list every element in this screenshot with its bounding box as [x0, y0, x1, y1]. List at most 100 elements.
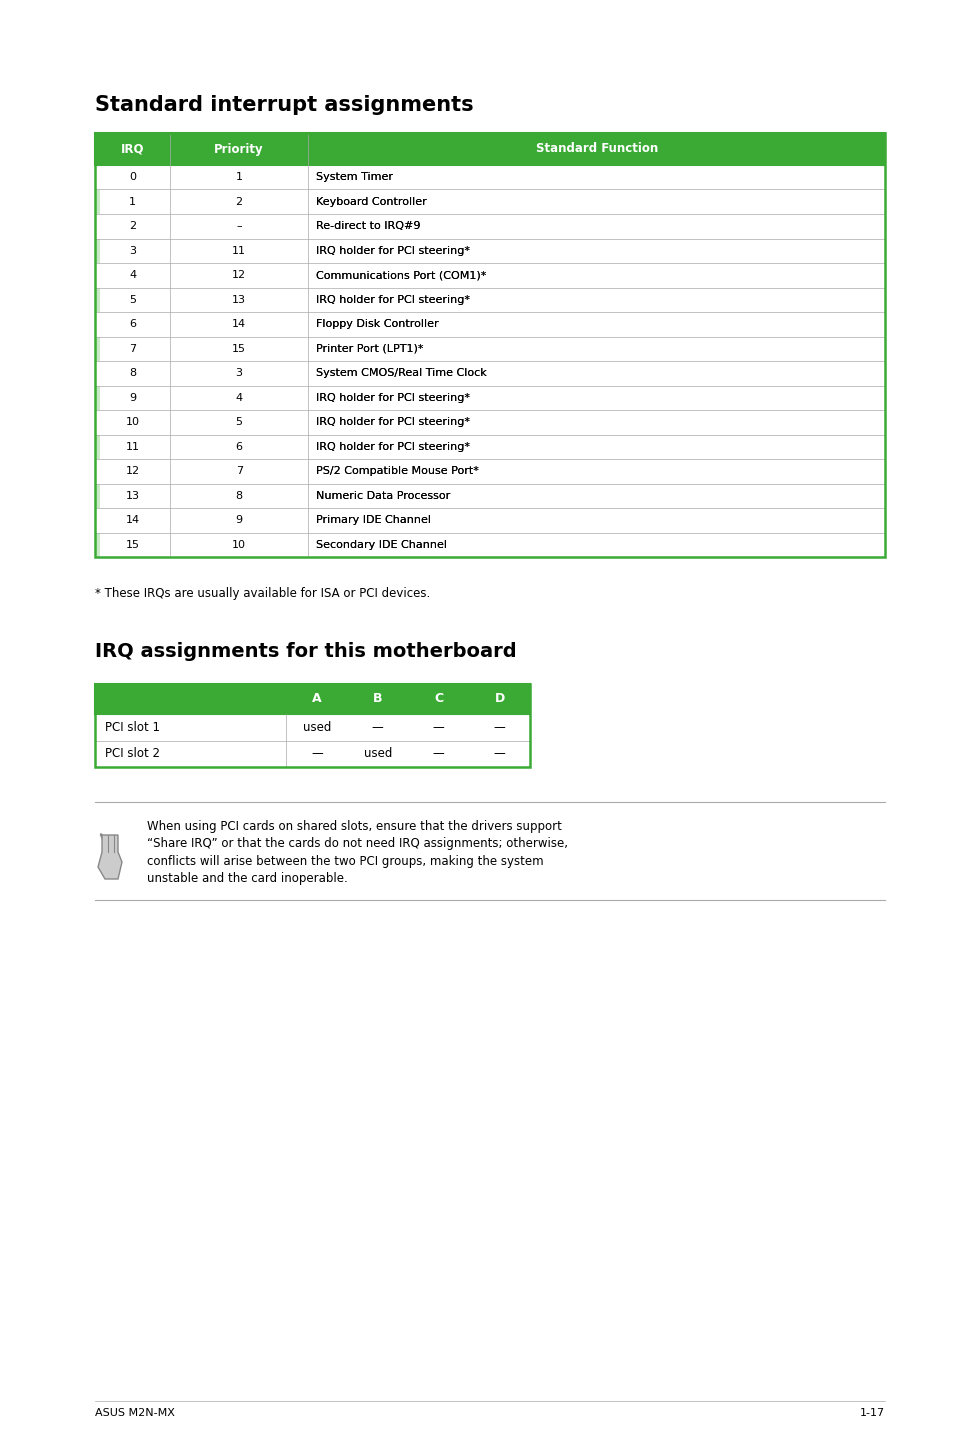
Text: Secondary IDE Channel: Secondary IDE Channel: [316, 539, 447, 549]
Text: 2: 2: [129, 221, 136, 232]
Text: 1: 1: [235, 173, 242, 183]
Text: 10: 10: [232, 539, 246, 549]
Text: Re-direct to IRQ#9: Re-direct to IRQ#9: [316, 221, 420, 232]
FancyBboxPatch shape: [95, 336, 99, 361]
Text: 13: 13: [232, 295, 246, 305]
Text: PCI slot 2: PCI slot 2: [105, 748, 160, 761]
Text: IRQ holder for PCI steering*: IRQ holder for PCI steering*: [316, 295, 470, 305]
FancyBboxPatch shape: [95, 312, 884, 336]
Text: * These IRQs are usually available for ISA or PCI devices.: * These IRQs are usually available for I…: [95, 587, 430, 600]
Text: IRQ holder for PCI steering*: IRQ holder for PCI steering*: [316, 417, 470, 427]
Text: Primary IDE Channel: Primary IDE Channel: [316, 515, 431, 525]
FancyBboxPatch shape: [95, 288, 884, 312]
Text: 11: 11: [126, 441, 139, 452]
Text: Numeric Data Processor: Numeric Data Processor: [316, 490, 450, 500]
Text: 11: 11: [232, 246, 246, 256]
Text: 12: 12: [126, 466, 139, 476]
FancyBboxPatch shape: [95, 508, 884, 532]
Text: Re-direct to IRQ#9: Re-direct to IRQ#9: [316, 221, 420, 232]
Text: IRQ holder for PCI steering*: IRQ holder for PCI steering*: [316, 246, 470, 256]
Text: 3: 3: [235, 368, 242, 378]
Text: 7: 7: [235, 466, 242, 476]
Text: 15: 15: [126, 539, 139, 549]
FancyBboxPatch shape: [95, 288, 99, 312]
Text: ASUS M2N-MX: ASUS M2N-MX: [95, 1408, 174, 1418]
FancyBboxPatch shape: [95, 434, 884, 459]
FancyBboxPatch shape: [95, 434, 99, 459]
Text: 9: 9: [129, 393, 136, 403]
Text: IRQ holder for PCI steering*: IRQ holder for PCI steering*: [316, 441, 470, 452]
Text: used: used: [302, 720, 331, 733]
PathPatch shape: [98, 835, 122, 879]
Text: B: B: [373, 693, 382, 706]
Text: 3: 3: [129, 246, 136, 256]
Text: PS/2 Compatible Mouse Port*: PS/2 Compatible Mouse Port*: [316, 466, 478, 476]
FancyBboxPatch shape: [95, 336, 884, 361]
Text: 1-17: 1-17: [859, 1408, 884, 1418]
Text: IRQ holder for PCI steering*: IRQ holder for PCI steering*: [316, 246, 470, 256]
FancyBboxPatch shape: [95, 132, 884, 165]
Text: —: —: [433, 720, 444, 733]
Text: IRQ: IRQ: [121, 142, 144, 155]
Text: PS/2 Compatible Mouse Port*: PS/2 Compatible Mouse Port*: [316, 466, 478, 476]
FancyBboxPatch shape: [95, 741, 530, 766]
Text: 12: 12: [232, 270, 246, 280]
Text: —: —: [433, 748, 444, 761]
Text: IRQ holder for PCI steering*: IRQ holder for PCI steering*: [316, 441, 470, 452]
Text: used: used: [363, 748, 392, 761]
Text: —: —: [372, 720, 383, 733]
FancyBboxPatch shape: [95, 385, 99, 410]
Text: Standard interrupt assignments: Standard interrupt assignments: [95, 95, 473, 115]
Text: D: D: [494, 693, 504, 706]
Text: 15: 15: [232, 344, 246, 354]
FancyBboxPatch shape: [95, 239, 884, 263]
Text: 6: 6: [235, 441, 242, 452]
Text: 4: 4: [129, 270, 136, 280]
Text: Keyboard Controller: Keyboard Controller: [316, 197, 427, 207]
FancyBboxPatch shape: [95, 483, 884, 508]
Text: PCI slot 1: PCI slot 1: [105, 720, 160, 733]
Text: 1: 1: [129, 197, 136, 207]
FancyBboxPatch shape: [95, 190, 884, 214]
Text: Printer Port (LPT1)*: Printer Port (LPT1)*: [316, 344, 423, 354]
Text: 2: 2: [235, 197, 242, 207]
Text: A: A: [312, 693, 321, 706]
Text: Standard Function: Standard Function: [535, 142, 657, 155]
Text: 8: 8: [129, 368, 136, 378]
Text: 10: 10: [126, 417, 139, 427]
Text: Keyboard Controller: Keyboard Controller: [316, 197, 427, 207]
Text: Communications Port (COM1)*: Communications Port (COM1)*: [316, 270, 486, 280]
Text: 13: 13: [126, 490, 139, 500]
FancyBboxPatch shape: [95, 532, 99, 557]
Text: Secondary IDE Channel: Secondary IDE Channel: [316, 539, 447, 549]
Text: 9: 9: [235, 515, 242, 525]
FancyBboxPatch shape: [95, 190, 99, 214]
Text: IRQ holder for PCI steering*: IRQ holder for PCI steering*: [316, 393, 470, 403]
FancyBboxPatch shape: [95, 263, 884, 288]
Text: Floppy Disk Controller: Floppy Disk Controller: [316, 319, 438, 329]
Text: IRQ assignments for this motherboard: IRQ assignments for this motherboard: [95, 641, 517, 661]
FancyBboxPatch shape: [95, 715, 530, 741]
Text: C: C: [434, 693, 443, 706]
FancyBboxPatch shape: [95, 459, 884, 483]
Text: —: —: [493, 720, 505, 733]
Text: IRQ holder for PCI steering*: IRQ holder for PCI steering*: [316, 295, 470, 305]
FancyBboxPatch shape: [95, 239, 99, 263]
FancyBboxPatch shape: [95, 410, 884, 434]
Text: 5: 5: [129, 295, 136, 305]
Text: System Timer: System Timer: [316, 173, 393, 183]
Text: 14: 14: [126, 515, 139, 525]
FancyBboxPatch shape: [95, 361, 884, 385]
FancyBboxPatch shape: [95, 165, 884, 190]
Text: Communications Port (COM1)*: Communications Port (COM1)*: [316, 270, 486, 280]
Text: Numeric Data Processor: Numeric Data Processor: [316, 490, 450, 500]
FancyBboxPatch shape: [95, 532, 884, 557]
Text: Floppy Disk Controller: Floppy Disk Controller: [316, 319, 438, 329]
Text: System CMOS/Real Time Clock: System CMOS/Real Time Clock: [316, 368, 487, 378]
Text: Printer Port (LPT1)*: Printer Port (LPT1)*: [316, 344, 423, 354]
Text: —: —: [493, 748, 505, 761]
Text: —: —: [311, 748, 322, 761]
FancyBboxPatch shape: [95, 385, 884, 410]
Text: 4: 4: [235, 393, 242, 403]
Text: 7: 7: [129, 344, 136, 354]
